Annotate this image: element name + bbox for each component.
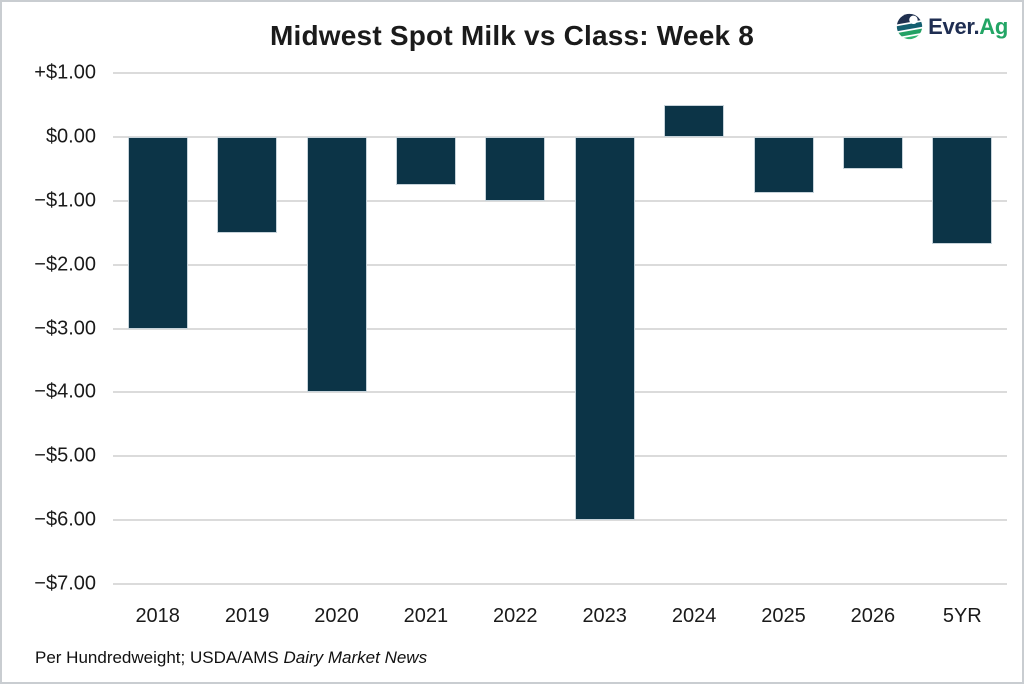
- plot-area: [113, 72, 1007, 585]
- x-axis-label: 2020: [314, 605, 359, 627]
- bar-2026[interactable]: [842, 136, 903, 169]
- logo-text-ever: Ever.: [928, 13, 980, 39]
- source-note: Per Hundredweight; USDA/AMS Dairy Market…: [35, 648, 427, 668]
- y-tick-label: $0.00: [45, 125, 96, 148]
- y-tick-label: −$3.00: [34, 317, 96, 339]
- gridline: [113, 455, 1007, 458]
- logo-text: Ever.Ag: [928, 14, 1008, 40]
- y-tick-label: −$2.00: [34, 253, 96, 276]
- x-axis-label: 2022: [493, 605, 538, 627]
- gridline: [113, 263, 1007, 266]
- ever-ag-globe-icon: [896, 13, 924, 40]
- gridline: [113, 199, 1007, 202]
- gridline: [113, 391, 1007, 394]
- bar-2020[interactable]: [306, 136, 367, 393]
- gridline: [113, 519, 1007, 522]
- ever-ag-logo: Ever.Ag: [896, 13, 1008, 40]
- y-tick-label: −$1.00: [34, 189, 96, 212]
- x-axis-label: 2023: [582, 605, 627, 627]
- source-note-italic: Dairy Market News: [283, 648, 428, 667]
- y-tick-label: −$4.00: [34, 380, 96, 403]
- x-axis-label: 2021: [403, 605, 449, 627]
- page-title: Midwest Spot Milk vs Class: Week 8: [270, 20, 754, 51]
- y-tick-label: −$5.00: [34, 444, 96, 467]
- x-axis-label: 2018: [135, 605, 180, 627]
- bar-2025[interactable]: [753, 136, 814, 194]
- y-tick-label: +$1.00: [34, 61, 96, 84]
- y-tick-label: −$6.00: [34, 508, 96, 531]
- x-axis-label: 2025: [761, 605, 806, 627]
- x-axis-label: 2019: [224, 605, 270, 627]
- gridline: [113, 583, 1007, 585]
- gridline: [113, 327, 1007, 330]
- bar-2023[interactable]: [574, 136, 635, 521]
- x-axis-label: 2026: [850, 605, 896, 627]
- bar-2022[interactable]: [485, 136, 546, 201]
- bar-5YR[interactable]: [932, 136, 993, 244]
- bar-2018[interactable]: [127, 136, 188, 329]
- x-axis-label: 5YR: [942, 605, 982, 627]
- gridline: [113, 135, 1007, 138]
- bar-2019[interactable]: [217, 136, 278, 233]
- gridline: [113, 72, 1007, 74]
- source-note-plain: Per Hundredweight; USDA/AMS: [35, 648, 284, 667]
- y-tick-label: −$7.00: [34, 572, 96, 595]
- x-axis-label: 2024: [671, 605, 717, 627]
- bar-2021[interactable]: [395, 136, 456, 185]
- logo-text-ag: Ag: [979, 13, 1008, 39]
- bar-2024[interactable]: [664, 104, 725, 137]
